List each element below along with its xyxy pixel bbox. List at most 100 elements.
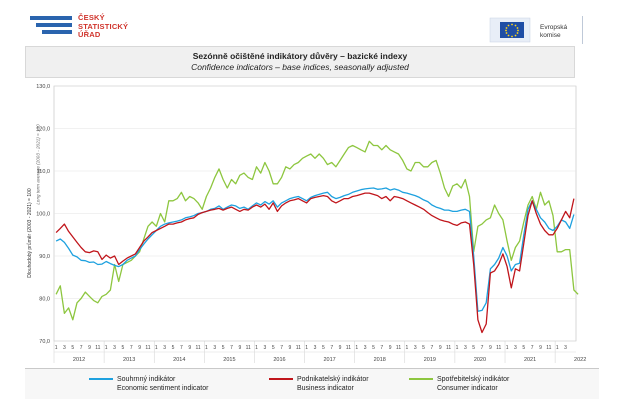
x-tick-label: 3 xyxy=(213,345,216,351)
x-tick-label: 1 xyxy=(506,345,509,351)
series-line-economic xyxy=(55,187,575,312)
x-tick-label: 7 xyxy=(330,345,333,351)
y-tick-label: 120,0 xyxy=(36,127,50,133)
x-tick-label: 11 xyxy=(446,345,451,351)
czso-logo: ČESKÝ STATISTICKÝ ÚŘAD xyxy=(30,13,150,42)
x-tick-label: 7 xyxy=(230,345,233,351)
year-label: 2020 xyxy=(474,357,486,363)
x-tick-label: 3 xyxy=(464,345,467,351)
year-label: 2022 xyxy=(574,357,586,363)
legend-label-business-en: Business indicator xyxy=(297,385,354,392)
x-tick-label: 1 xyxy=(556,345,559,351)
eu-building-icon xyxy=(489,17,531,43)
czso-logo-line-2: STATISTICKÝ xyxy=(78,21,129,31)
x-tick-label: 9 xyxy=(138,345,141,351)
x-tick-label: 9 xyxy=(539,345,542,351)
x-tick-label: 1 xyxy=(55,345,58,351)
x-tick-label: 11 xyxy=(546,345,551,351)
y-tick-label: 90,0 xyxy=(39,254,50,260)
x-tick-label: 5 xyxy=(172,345,175,351)
x-tick-label: 3 xyxy=(514,345,517,351)
year-label: 2017 xyxy=(323,357,335,363)
year-label: 2014 xyxy=(173,357,185,363)
year-label: 2018 xyxy=(374,357,386,363)
eu-commission-logo: Evropská komise xyxy=(488,14,598,44)
x-tick-label: 1 xyxy=(456,345,459,351)
czso-logo-text: ČESKÝ STATISTICKÝ ÚŘAD xyxy=(78,13,129,40)
x-tick-label: 5 xyxy=(122,345,125,351)
x-tick-label: 9 xyxy=(339,345,342,351)
x-tick-label: 11 xyxy=(145,345,150,351)
x-tick-label: 5 xyxy=(71,345,74,351)
x-tick-label: 11 xyxy=(496,345,501,351)
year-label: 2016 xyxy=(273,357,285,363)
legend-swatch-consumer xyxy=(409,378,433,380)
x-tick-label: 7 xyxy=(380,345,383,351)
czso-logo-line-1: ČESKÝ xyxy=(78,13,105,22)
y-tick-label: 70,0 xyxy=(39,339,50,345)
x-tick-label: 5 xyxy=(272,345,275,351)
legend-swatch-business xyxy=(269,378,293,380)
y-tick-label: 130,0 xyxy=(36,84,50,90)
x-tick-label: 5 xyxy=(372,345,375,351)
legend-label-economic-en: Economic sentiment indicator xyxy=(117,385,209,392)
legend-label-consumer-en: Consumer indicator xyxy=(437,385,498,392)
chart-title-box: Sezónně očištěné indikátory důvěry – baz… xyxy=(25,46,575,78)
x-tick-label: 11 xyxy=(346,345,351,351)
x-tick-label: 3 xyxy=(263,345,266,351)
x-tick-label: 7 xyxy=(481,345,484,351)
x-tick-label: 9 xyxy=(238,345,241,351)
x-tick-label: 7 xyxy=(130,345,133,351)
eu-logo-text: Evropská komise xyxy=(540,24,567,40)
x-tick-label: 3 xyxy=(564,345,567,351)
x-tick-label: 1 xyxy=(355,345,358,351)
czso-logo-line-3: ÚŘAD xyxy=(78,30,101,39)
chart-title-cz: Sezónně očištěné indikátory důvěry – baz… xyxy=(192,51,408,61)
x-tick-label: 3 xyxy=(364,345,367,351)
x-tick-label: 3 xyxy=(63,345,66,351)
x-tick-label: 11 xyxy=(396,345,401,351)
x-tick-label: 5 xyxy=(222,345,225,351)
header: ČESKÝ STATISTICKÝ ÚŘAD Evropská komise xyxy=(0,0,626,44)
x-tick-label: 3 xyxy=(314,345,317,351)
x-tick-label: 9 xyxy=(439,345,442,351)
y-tick-label: 110,0 xyxy=(37,169,50,175)
x-tick-label: 1 xyxy=(155,345,158,351)
legend-label-business-cz: Podnikatelský indikátor xyxy=(297,376,369,383)
x-tick-label: 3 xyxy=(414,345,417,351)
x-tick-label: 1 xyxy=(255,345,258,351)
y-tick-label: 80,0 xyxy=(39,297,50,303)
eu-logo-line-1: Evropská xyxy=(540,24,568,31)
x-tick-label: 7 xyxy=(431,345,434,351)
x-tick-label: 5 xyxy=(522,345,525,351)
year-label: 2012 xyxy=(73,357,85,363)
legend-swatch-economic xyxy=(89,378,113,380)
x-tick-label: 1 xyxy=(105,345,108,351)
x-tick-label: 1 xyxy=(205,345,208,351)
x-tick-label: 9 xyxy=(389,345,392,351)
y-tick-label: 100,0 xyxy=(36,212,50,218)
x-tick-label: 9 xyxy=(289,345,292,351)
x-tick-label: 1 xyxy=(405,345,408,351)
year-label: 2021 xyxy=(524,357,536,363)
year-label: 2015 xyxy=(223,357,235,363)
legend: Souhrnný indikátor Economic sentiment in… xyxy=(25,368,599,399)
year-label: 2019 xyxy=(424,357,436,363)
x-tick-label: 7 xyxy=(531,345,534,351)
x-tick-label: 11 xyxy=(296,345,301,351)
series-line-business xyxy=(55,192,575,334)
x-tick-label: 1 xyxy=(305,345,308,351)
x-tick-label: 7 xyxy=(80,345,83,351)
eu-logo-line-2: komise xyxy=(540,32,561,39)
x-tick-label: 9 xyxy=(88,345,91,351)
chart-title-en: Confidence indicators – base indices, se… xyxy=(191,62,409,72)
x-tick-label: 3 xyxy=(163,345,166,351)
x-tick-label: 7 xyxy=(280,345,283,351)
legend-label-consumer-cz: Spotřebitelský indikátor xyxy=(437,376,510,383)
x-tick-label: 7 xyxy=(180,345,183,351)
legend-label-economic-cz: Souhrnný indikátor xyxy=(117,376,176,383)
x-tick-label: 11 xyxy=(95,345,100,351)
x-tick-label: 9 xyxy=(489,345,492,351)
x-tick-label: 11 xyxy=(195,345,200,351)
